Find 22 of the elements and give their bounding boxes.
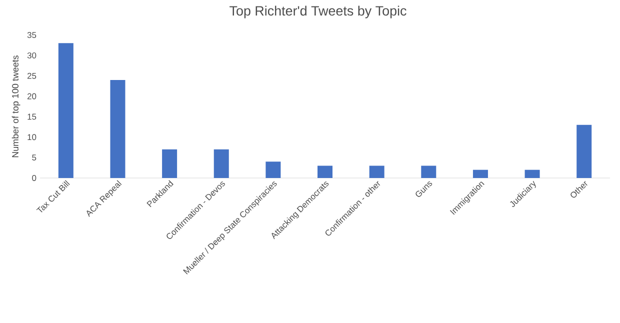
y-tick-label: 25 [27, 72, 36, 79]
bar [110, 80, 126, 178]
y-tick-label: 0 [32, 175, 36, 181]
x-tick-label: Tax Cut Bill [36, 180, 70, 212]
bar [576, 124, 592, 178]
y-tick-label: 35 [27, 32, 36, 38]
y-tick-label: 30 [27, 52, 36, 58]
bar [318, 166, 333, 178]
chart-title: Top Richter'd Tweets by Topic [230, 6, 406, 18]
bar [472, 170, 488, 178]
y-tick-label: 10 [28, 134, 36, 140]
bar [58, 43, 74, 178]
bar [214, 149, 229, 178]
bar [266, 162, 281, 178]
y-tick-label: 15 [28, 114, 36, 120]
bar [524, 170, 540, 178]
y-tick-label: 20 [27, 93, 36, 100]
y-axis-title: Number of top 100 tweets [12, 56, 20, 158]
bar [421, 166, 436, 178]
bar [369, 166, 384, 178]
bar [162, 149, 178, 178]
y-tick-label: 5 [32, 154, 36, 161]
